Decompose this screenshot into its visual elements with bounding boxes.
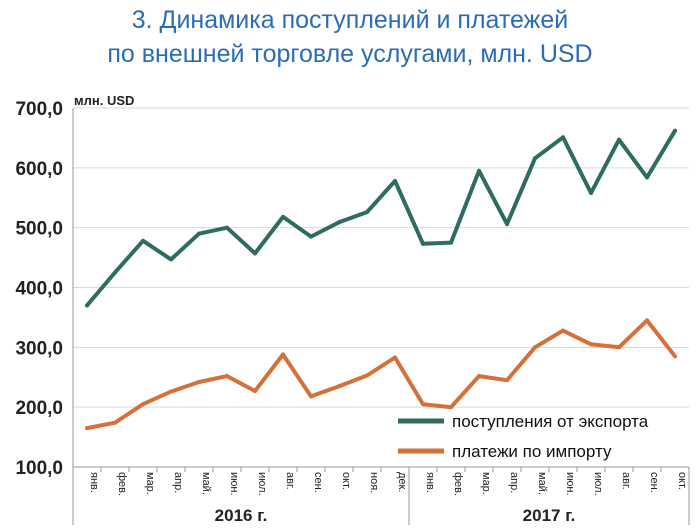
- data-point: [477, 374, 481, 379]
- data-point: [141, 238, 145, 243]
- x-tick-label: дек.: [396, 472, 408, 492]
- data-point: [85, 426, 89, 431]
- chart-title-line-1: 3. Динамика поступлений и платежей: [131, 6, 569, 34]
- y-tick-label: 600,0: [15, 159, 63, 180]
- y-tick-label: 100,0: [15, 458, 63, 479]
- x-tick-label: июн.: [564, 472, 576, 496]
- x-tick-label: янв.: [88, 472, 100, 493]
- data-point: [421, 241, 425, 246]
- data-point: [169, 257, 173, 262]
- legend-label: поступления от экспорта: [452, 412, 649, 431]
- y-tick-label: 300,0: [15, 338, 63, 359]
- data-point: [393, 178, 397, 183]
- data-point: [113, 420, 117, 425]
- x-tick-label: июл.: [592, 472, 604, 496]
- data-point: [337, 220, 341, 225]
- data-point: [589, 342, 593, 347]
- data-point: [253, 389, 257, 394]
- data-point: [533, 156, 537, 161]
- data-point: [365, 210, 369, 215]
- x-tick-label: апр.: [508, 472, 520, 493]
- data-point: [673, 128, 677, 133]
- chart-title-line-2: по внешней торговле услугами, млн. USD: [107, 40, 593, 68]
- series-line-1: [85, 128, 677, 308]
- data-point: [561, 328, 565, 333]
- data-point: [337, 384, 341, 389]
- data-point: [617, 137, 621, 142]
- x-tick-label: июл.: [256, 472, 268, 496]
- data-point: [589, 190, 593, 195]
- x-tick-label: янв.: [424, 472, 436, 493]
- x-tick-label: май.: [536, 472, 548, 495]
- data-point: [309, 394, 313, 399]
- data-point: [281, 214, 285, 219]
- data-point: [449, 240, 453, 245]
- year-label: 2016 г.: [215, 506, 268, 525]
- x-tick-label: мар.: [144, 472, 156, 495]
- x-tick-label: сен.: [312, 472, 324, 493]
- data-point: [617, 345, 621, 350]
- y-tick-label: 700,0: [15, 99, 63, 120]
- x-tick-label: авг.: [620, 472, 632, 490]
- data-point: [645, 318, 649, 323]
- data-point: [253, 251, 257, 256]
- data-point: [197, 380, 201, 385]
- data-point: [421, 402, 425, 407]
- data-point: [477, 168, 481, 173]
- data-point: [365, 373, 369, 378]
- data-point: [309, 234, 313, 239]
- data-point: [225, 225, 229, 230]
- x-tick-label: окт.: [676, 472, 688, 490]
- data-point: [645, 175, 649, 180]
- x-tick-label: апр.: [172, 472, 184, 493]
- x-tick-label: июн.: [228, 472, 240, 496]
- x-tick-label: фев.: [452, 472, 464, 496]
- data-point: [141, 402, 145, 407]
- y-tick-label: 400,0: [15, 279, 63, 300]
- data-point: [281, 352, 285, 357]
- data-point: [225, 374, 229, 379]
- series-line-2: [85, 318, 677, 431]
- data-point: [449, 405, 453, 410]
- y-tick-label: 500,0: [15, 219, 63, 240]
- legend-label: платежи по импорту: [452, 442, 612, 461]
- data-point: [505, 222, 509, 227]
- x-tick-label: фев.: [116, 472, 128, 496]
- y-tick-label: 200,0: [15, 398, 63, 419]
- data-point: [561, 135, 565, 140]
- x-tick-label: мар.: [480, 472, 492, 495]
- x-tick-label: ноя.: [368, 472, 380, 493]
- x-tick-label: сен.: [648, 472, 660, 493]
- unit-label: млн. USD: [74, 93, 134, 108]
- x-tick-label: окт.: [340, 472, 352, 490]
- data-point: [85, 303, 89, 308]
- x-tick-label: май.: [200, 472, 212, 495]
- x-tick-label: авг.: [284, 472, 296, 490]
- data-point: [673, 354, 677, 359]
- data-point: [393, 355, 397, 360]
- year-label: 2017 г.: [523, 506, 576, 525]
- data-point: [197, 231, 201, 236]
- data-point: [113, 270, 117, 275]
- data-point: [505, 378, 509, 383]
- data-point: [533, 345, 537, 350]
- data-point: [169, 389, 173, 394]
